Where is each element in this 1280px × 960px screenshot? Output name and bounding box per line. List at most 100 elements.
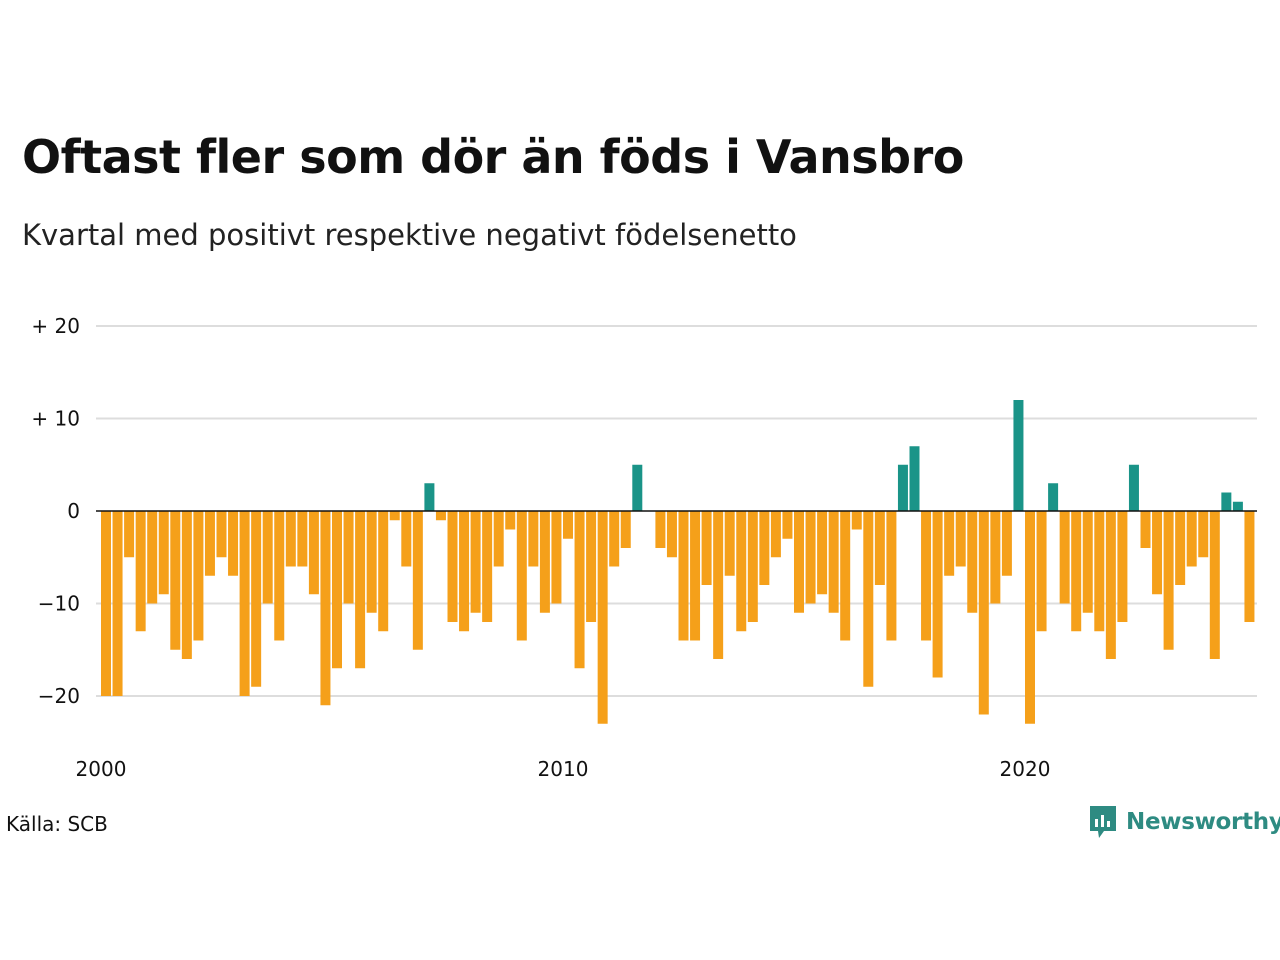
bar-negative	[620, 511, 631, 548]
bar-negative	[528, 511, 539, 567]
bar-negative	[355, 511, 366, 669]
bar-negative	[1001, 511, 1012, 576]
bar-negative	[1105, 511, 1116, 659]
bar-negative	[840, 511, 851, 641]
bar-negative	[551, 511, 562, 604]
chart-title: Oftast fler som dör än föds i Vansbro	[22, 130, 964, 184]
bar-negative	[655, 511, 666, 548]
bar-negative	[378, 511, 389, 632]
gridlines	[96, 325, 1257, 697]
bar-negative	[863, 511, 874, 687]
y-tick-label: −20	[38, 684, 80, 708]
bar-negative	[678, 511, 689, 641]
bar-negative	[1244, 511, 1255, 622]
bar-negative	[828, 511, 839, 613]
bar-negative	[389, 511, 400, 521]
bar-negative	[759, 511, 770, 585]
bar-positive	[1232, 501, 1243, 511]
x-tick-label: 2010	[538, 757, 589, 781]
y-tick-label: 0	[67, 499, 80, 523]
bar-negative	[1175, 511, 1186, 585]
x-tick-label: 2000	[76, 757, 127, 781]
bar-negative	[158, 511, 169, 595]
bar-negative	[666, 511, 677, 558]
bar-negative	[609, 511, 620, 567]
bar-positive	[897, 464, 908, 511]
bar-negative	[297, 511, 308, 567]
bar-negative	[990, 511, 1001, 604]
bar-negative	[285, 511, 296, 567]
bar-negative	[574, 511, 585, 669]
bar-negative	[851, 511, 862, 530]
bar-negative	[505, 511, 516, 530]
bar-negative	[1117, 511, 1128, 622]
bar-negative	[932, 511, 943, 678]
bar-negative	[251, 511, 262, 687]
bars	[101, 400, 1255, 724]
brand-name: Newsworthy	[1126, 809, 1280, 835]
bar-negative	[886, 511, 897, 641]
chart-subtitle: Kvartal med positivt respektive negativt…	[22, 218, 797, 252]
bar-negative	[978, 511, 989, 715]
y-tick-label: + 20	[31, 314, 80, 338]
bar-negative	[493, 511, 504, 567]
bar-negative	[944, 511, 955, 576]
bar-negative	[1186, 511, 1197, 567]
bar-negative	[1198, 511, 1209, 558]
bar-positive	[1048, 483, 1059, 511]
bar-negative	[747, 511, 758, 622]
bar-positive	[1128, 464, 1139, 511]
bar-negative	[147, 511, 158, 604]
bar-negative	[516, 511, 527, 641]
bar-negative	[690, 511, 701, 641]
bar-negative	[563, 511, 573, 539]
bar-negative	[874, 511, 885, 585]
bar-negative	[805, 511, 816, 604]
bar-negative	[586, 511, 597, 622]
bar-negative	[1036, 511, 1047, 632]
bar-negative	[1209, 511, 1220, 659]
x-tick-label: 2020	[1000, 757, 1051, 781]
bar-negative	[701, 511, 712, 585]
bar-negative	[713, 511, 724, 659]
bar-negative	[228, 511, 239, 576]
x-axis-ticks: 2000 2010 2020	[76, 757, 1051, 781]
bar-negative	[239, 511, 250, 696]
bar-negative	[724, 511, 735, 576]
brand-logo: Newsworthy	[1088, 804, 1280, 840]
bar-negative	[1082, 511, 1093, 613]
bar-negative	[320, 511, 331, 706]
bar-negative	[782, 511, 793, 539]
y-tick-label: −10	[38, 592, 80, 616]
bar-negative	[921, 511, 932, 641]
bar-negative	[459, 511, 470, 632]
bar-positive	[424, 483, 435, 511]
bar-negative	[308, 511, 319, 595]
bar-negative	[597, 511, 608, 724]
bar-negative	[447, 511, 458, 622]
bar-negative	[274, 511, 285, 641]
bar-negative	[482, 511, 493, 622]
bar-negative	[101, 511, 111, 696]
bar-negative	[967, 511, 978, 613]
bar-negative	[955, 511, 966, 567]
bar-negative	[193, 511, 204, 641]
bar-positive	[1013, 400, 1024, 511]
y-tick-label: + 10	[31, 407, 80, 431]
y-axis-ticks: + 20 + 10 0 −10 −20	[31, 314, 80, 708]
bar-negative	[112, 511, 123, 696]
bar-negative	[332, 511, 342, 669]
bar-negative	[1152, 511, 1163, 595]
bar-chart: + 20 + 10 0 −10 −20 2000 2010 2020	[31, 314, 1257, 781]
bar-negative	[1059, 511, 1070, 604]
bar-negative	[1071, 511, 1082, 632]
bar-negative	[204, 511, 215, 576]
bar-negative	[124, 511, 135, 558]
bar-negative	[170, 511, 181, 650]
bar-negative	[343, 511, 354, 604]
bar-negative	[1140, 511, 1151, 548]
bar-negative	[262, 511, 273, 604]
bar-negative	[470, 511, 481, 613]
newsworthy-logo-icon	[1090, 806, 1116, 838]
bar-positive	[632, 464, 643, 511]
